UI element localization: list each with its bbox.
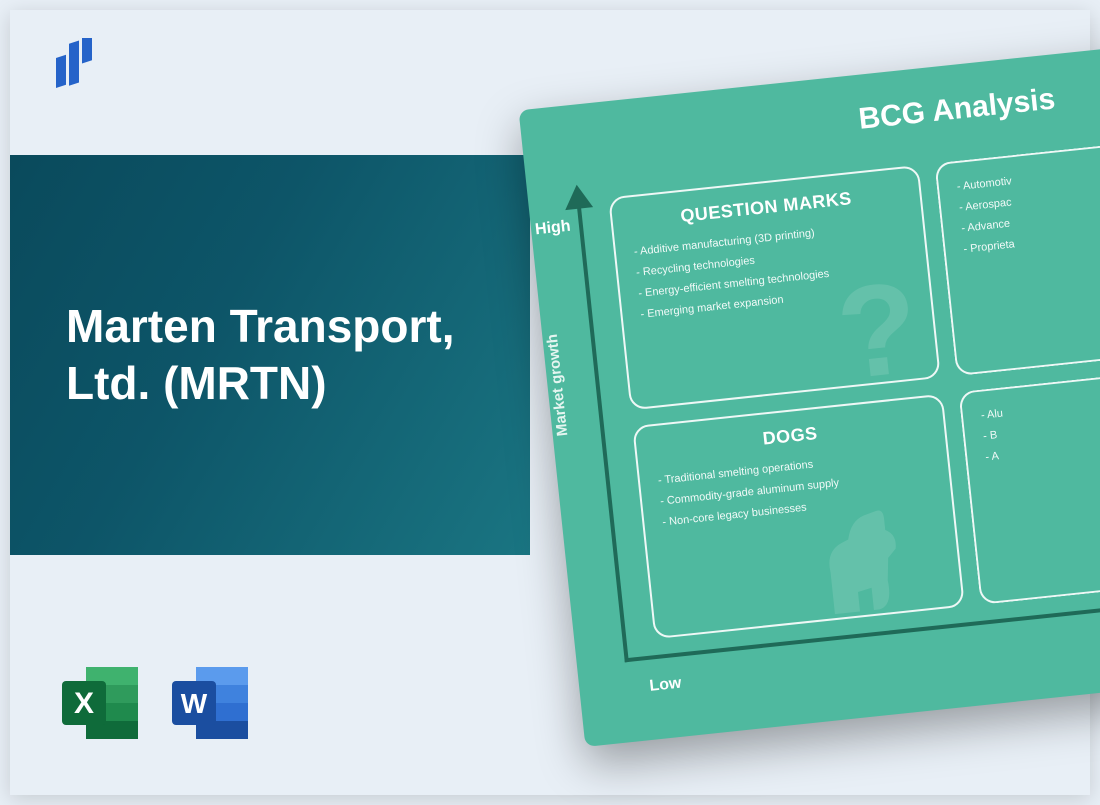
- y-axis-high-label: High: [534, 218, 571, 240]
- card-frame: Marten Transport, Ltd. (MRTN) X W: [10, 10, 1090, 795]
- dog-silhouette-icon: [780, 479, 934, 633]
- brand-logo-icon: [56, 38, 102, 103]
- svg-text:W: W: [181, 688, 208, 719]
- quadrant-item-list: Automotiv Aerospac Advance Proprieta: [956, 148, 1100, 260]
- quadrant-stars: Automotiv Aerospac Advance Proprieta: [934, 131, 1100, 376]
- x-axis-low-label: Low: [649, 675, 683, 696]
- y-axis-label: Market growth: [544, 333, 572, 437]
- svg-text:X: X: [74, 687, 94, 720]
- title-band: Marten Transport, Ltd. (MRTN): [10, 155, 530, 555]
- bcg-grid: QUESTION MARKS Additive manufacturing (3…: [608, 131, 1100, 639]
- quadrant-cash-cows: Alu B A: [958, 359, 1100, 604]
- file-type-icons: X W: [60, 661, 254, 745]
- quadrant-item-list: Additive manufacturing (3D printing) Rec…: [633, 214, 912, 326]
- diagram-title: BCG Analysis: [681, 64, 1100, 156]
- quadrant-dogs: DOGS Traditional smelting operations Com…: [632, 394, 965, 639]
- quadrant-question-marks: QUESTION MARKS Additive manufacturing (3…: [608, 165, 941, 410]
- word-icon: W: [170, 661, 254, 745]
- quadrant-item-list: Alu B A: [980, 377, 1100, 468]
- bcg-diagram: BCG Analysis High Low Market growth Mark…: [519, 33, 1100, 747]
- page-title: Marten Transport, Ltd. (MRTN): [66, 298, 530, 413]
- excel-icon: X: [60, 661, 144, 745]
